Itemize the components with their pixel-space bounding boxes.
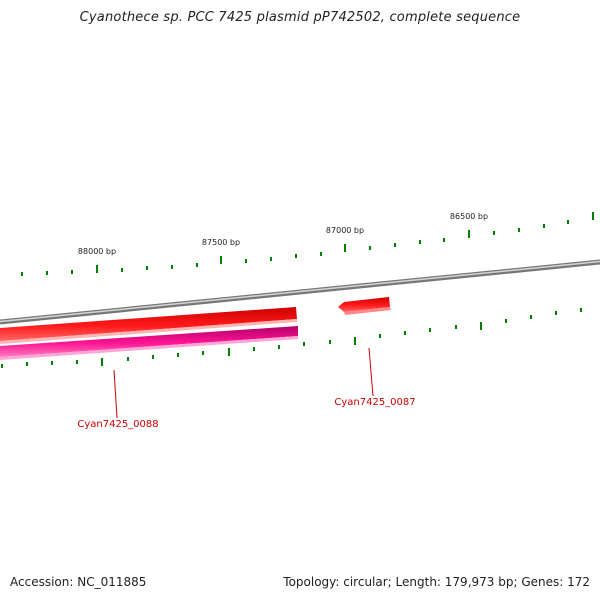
minor-ticks — [1, 308, 582, 368]
gene-label-cyan7425-0087[interactable]: Cyan7425_0087 — [334, 347, 416, 408]
scale-label-87000: 87000 bp — [326, 226, 364, 235]
minor-ticks — [21, 220, 569, 276]
gene-label-cyan7425-0088[interactable]: Cyan7425_0088 — [77, 369, 159, 430]
outer-tick-ring: 88000 bp 87500 bp 87000 bp 86500 bp — [21, 212, 594, 276]
scale-label-88000: 88000 bp — [78, 247, 116, 256]
accession-label: Accession: NC_011885 — [10, 575, 147, 589]
inner-tick-ring — [1, 308, 582, 368]
cds-feature[interactable] — [0, 326, 298, 360]
gene-feature-cyan7425-0087[interactable] — [338, 297, 391, 315]
gene-feature-cyan7425-0088[interactable] — [0, 307, 297, 344]
scale-label-87500: 87500 bp — [202, 238, 240, 247]
map-title: Cyanothece sp. PCC 7425 plasmid pP742502… — [79, 10, 521, 25]
gene-label-text: Cyan7425_0087 — [334, 397, 415, 408]
plasmid-backbone — [0, 259, 600, 325]
topology-summary: Topology: circular; Length: 179,973 bp; … — [283, 575, 590, 589]
gene-label-text: Cyan7425_0088 — [77, 419, 158, 430]
scale-label-86500: 86500 bp — [450, 212, 488, 221]
